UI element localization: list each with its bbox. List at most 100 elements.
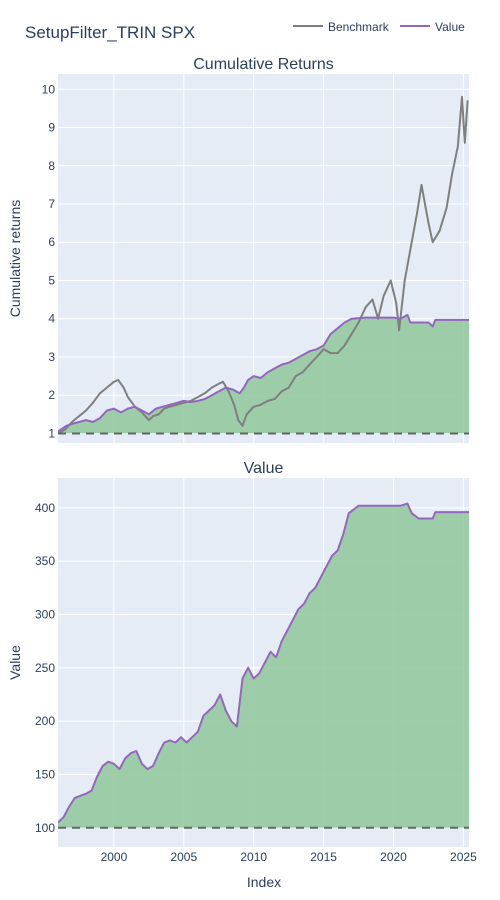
value-y-tick-label: 250 [35,661,55,675]
returns-benchmark-point [420,184,423,186]
value-value-point [434,511,437,513]
value-value-point [225,709,227,712]
value-value-point [417,517,420,520]
returns-value-point [315,348,318,351]
legend-item-benchmark[interactable]: Benchmark [293,20,390,34]
legend[interactable]: Benchmark Value [293,20,465,34]
returns-value-point [431,325,434,328]
cumulative-returns-panel: 1 2 3 4 5 6 7 8 9 10 Cumulative Returns Cumulative … [7,56,469,443]
returns-value-point [211,394,213,397]
returns-benchmark-point [227,390,230,393]
returns-benchmark-point [78,415,80,418]
returns-value-point [409,321,412,324]
returns-benchmark-point [241,425,244,427]
returns-value-point [243,386,245,389]
returns-value-point [238,392,241,395]
returns-value-point [378,316,381,319]
returns-benchmark-point [237,419,240,421]
value-value-point [292,619,294,621]
returns-value-point [92,421,94,423]
returns-value-point [287,361,290,364]
value-x-tick-label: 2025 [450,850,477,864]
value-y-tick-label: 300 [35,608,55,622]
value-value-point [406,502,409,505]
returns-benchmark-point [382,295,385,297]
returns-value-point [78,421,80,423]
returns-value-point [420,321,423,324]
returns-benchmark-point [222,381,224,383]
returns-benchmark-point [431,241,434,243]
returns-benchmark-point [322,348,325,351]
returns-benchmark-point [163,407,165,410]
value-value-point [314,587,317,589]
value-value-point [185,741,188,744]
value-y-tick-label: 100 [35,821,55,835]
value-value-point [357,504,360,507]
value-value-point [169,739,171,742]
legend-label-value: Value [435,20,465,34]
returns-benchmark-point [357,321,360,324]
returns-benchmark-point [343,344,346,347]
returns-y-tick-label: 2 [48,388,55,402]
returns-benchmark-point [127,396,129,398]
returns-benchmark-point [152,415,154,418]
value-y-tick-label: 200 [35,714,55,728]
returns-benchmark-point [141,411,143,414]
returns-value-point [85,419,87,421]
returns-benchmark-point [169,405,171,408]
value-value-point [124,757,126,760]
value-panel: 100 150 200 250 300 350 400 2000 2005 2010 2015 202… [7,460,477,864]
returns-value-point [294,358,297,360]
returns-value-point [427,321,430,324]
value-value-point [101,765,104,767]
value-value-point [247,667,249,669]
returns-value-point [65,425,68,427]
returns-value-point [106,409,108,412]
returns-benchmark-point [218,382,220,385]
returns-y-tick-label: 1 [48,426,55,440]
returns-subplot-title: Cumulative Returns [193,56,334,73]
value-value-point [141,763,143,765]
returns-benchmark-point [280,390,283,393]
returns-value-line [58,313,469,433]
returns-benchmark-point [273,398,276,400]
value-value-point [371,504,374,507]
returns-benchmark-point [395,302,398,305]
returns-y-tick-label: 3 [48,350,55,364]
returns-benchmark-point [211,386,213,389]
returns-value-point [406,314,409,316]
value-value-point [85,792,87,795]
returns-value-point [343,321,346,324]
returns-benchmark-point [301,371,304,374]
returns-value-point [266,371,269,374]
legend-item-value[interactable]: Value [400,20,465,34]
returns-benchmark-point [204,392,206,395]
returns-benchmark-point [410,241,413,243]
value-value-point [90,789,93,792]
returns-y-tick-label: 10 [42,82,56,96]
value-value-point [308,592,311,594]
returns-value-point [247,379,249,381]
value-value-point [146,768,149,770]
value-value-point [448,511,451,513]
returns-benchmark-point [287,386,290,389]
returns-y-tick-label: 8 [48,159,55,173]
returns-value-point [197,400,199,402]
returns-value-point [99,417,101,419]
returns-value-point [71,423,73,425]
value-value-point [180,736,182,738]
returns-benchmark-point [315,356,318,358]
value-value-point [129,752,132,754]
value-value-point [62,816,65,818]
value-value-point [213,704,216,706]
returns-value-point [399,317,402,320]
returns-value-point [301,354,304,356]
returns-benchmark-point [336,352,339,354]
value-value-point [331,555,333,557]
value-value-point [399,504,402,507]
value-value-point [174,741,177,744]
returns-value-point [280,363,283,366]
returns-benchmark-point [157,413,160,416]
value-value-point [280,640,283,642]
